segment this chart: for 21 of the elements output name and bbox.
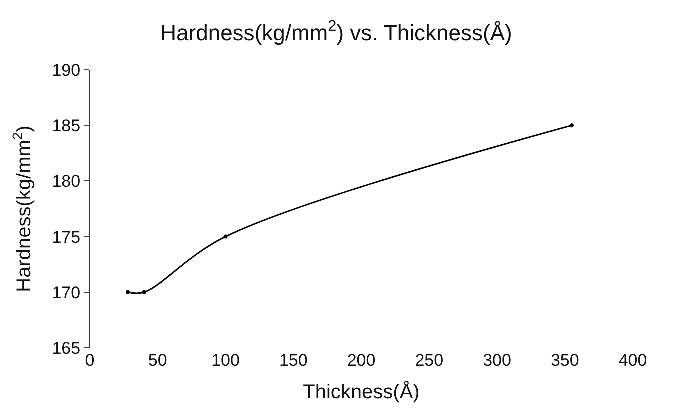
y-tick-label: 185 (52, 116, 81, 136)
y-tick-label: 175 (52, 228, 81, 247)
x-tick-label: 350 (550, 351, 580, 370)
x-tick-label: 50 (148, 351, 168, 370)
x-tick-label: 150 (279, 351, 308, 370)
x-tick-label: 0 (85, 351, 95, 370)
y-tick-label: 190 (52, 60, 81, 80)
chart-title: Hardness(kg/mm$^{2}$) vs. Thickness(Å) (160, 18, 512, 46)
y-tick-label: 180 (52, 172, 81, 192)
x-tick-label: 400 (618, 351, 648, 370)
point (224, 234, 228, 239)
x-tick-label: 100 (212, 351, 240, 370)
x-tick-label: 200 (347, 351, 376, 370)
point (570, 124, 574, 128)
point (142, 290, 146, 294)
x-tick-label: 300 (483, 351, 512, 370)
y-tick-label: 165 (52, 338, 81, 358)
point (126, 290, 130, 294)
x-axis-title: Thickness(Å) (303, 380, 420, 404)
y-tick-label: 170 (52, 283, 81, 302)
x-tick-label: 250 (415, 351, 444, 370)
